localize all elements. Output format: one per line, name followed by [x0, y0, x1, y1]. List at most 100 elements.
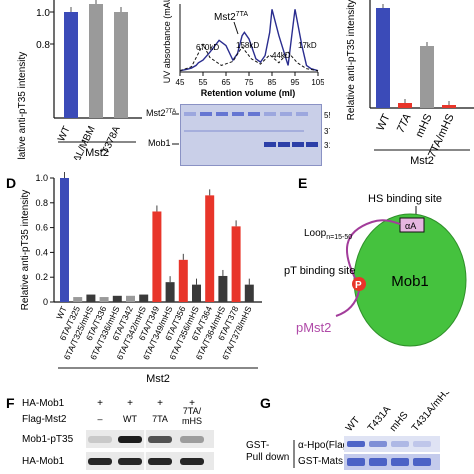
panel-f-row-ha-mob1: HA-Mob1: [22, 398, 65, 409]
panel-d-bar: [126, 295, 135, 302]
panel-f-mst2-value: –: [97, 414, 102, 424]
panel-f-mob1-band: [180, 458, 204, 465]
panel-d-bar: [205, 195, 215, 302]
panel-d-bar: [218, 275, 228, 302]
panel-c-cat-2: 7TA: [395, 112, 414, 135]
panel-a-bar: [64, 12, 78, 118]
panel-d-bars: [60, 172, 254, 302]
gel-band-mob1: [278, 142, 290, 147]
panel-g-col-t431a: T431A: [366, 404, 394, 434]
panel-d-bar: [99, 297, 109, 302]
panel-g-col-wt: WT: [344, 415, 362, 434]
panel-d-bar: [73, 297, 83, 302]
panel-d-chart: D Relative anti-pT35 intensity 1.0 0.8 0.6…: [6, 172, 262, 385]
panel-f-mst2-value: 7TA: [152, 414, 168, 424]
loop-curve: [345, 219, 401, 281]
gel-band-mst2: [216, 112, 228, 116]
panel-g-row-gst-mats: GST-Mats: [298, 456, 343, 467]
panel-f-mob1-band: [118, 458, 142, 465]
panel-c-bars: [376, 4, 456, 108]
panel-a-ytick-1: 1.0: [36, 8, 50, 19]
panel-b-xlabel: Retention volume (ml): [201, 88, 296, 98]
gel-label-mob1: Mob1: [148, 138, 171, 148]
panel-d-bar: [192, 284, 201, 302]
panel-d-bar: [178, 259, 188, 302]
panel-d-bar: [112, 295, 122, 302]
loop-label: Loopn=15-50: [304, 228, 352, 241]
panel-g-row-hpo: α-Hpo(Flag): [298, 440, 352, 451]
panel-label-f: F: [6, 395, 15, 411]
mst2-7ta-peak-label: Mst27TA: [214, 11, 248, 23]
panel-g-gst-band: [369, 458, 387, 466]
pmst2-tail: [335, 290, 360, 317]
panel-g-hpo-band: [347, 441, 365, 447]
panel-d-ytick: 0: [43, 297, 48, 307]
panel-label-g: G: [260, 395, 271, 411]
panel-c-bar: [376, 8, 390, 108]
peak-label-158kd: 158kD: [236, 41, 259, 50]
panel-a-ytick-2: 0.8: [36, 40, 50, 51]
panel-g-hpo-band: [391, 441, 409, 447]
panel-d-ytick: 0.6: [35, 223, 48, 233]
panel-f-mob1-value: +: [97, 398, 103, 409]
panel-c-bar: [398, 103, 412, 108]
panel-f-pt35-band: [148, 436, 172, 443]
panel-d-ylabel: Relative anti-pT35 intensity: [20, 190, 31, 311]
panel-g-hpo-band: [413, 441, 431, 447]
gel-band-mst2: [184, 112, 196, 116]
panel-c-cat-3: mHS: [414, 112, 435, 139]
gel-marker-55: 55: [324, 111, 330, 120]
panel-d-ytick: 0.4: [35, 247, 48, 257]
panel-c-bar: [420, 46, 434, 108]
panel-label-e: E: [298, 175, 307, 191]
panel-d-group: Mst2: [146, 373, 170, 385]
panel-f-row-flag-mst2: Flag-Mst2: [22, 414, 67, 425]
panel-b-gel-overlay: Mst27TA Mob1 55 37 31: [146, 108, 330, 150]
gel-band-mst2: [264, 112, 276, 116]
panel-f-row-mob1-pt35: Mob1-pT35: [22, 434, 74, 445]
panel-g-gst-band: [391, 458, 409, 466]
phospho-label: P: [355, 280, 362, 291]
panel-f-mob1-value: +: [189, 398, 195, 409]
pt-binding-site-label: pT binding site: [284, 265, 355, 277]
panel-f-pt35-band: [118, 436, 142, 443]
chromatogram-solid-trace: [179, 9, 319, 72]
panel-a-chart: Relative anti-pT35 intensity 1.0 0.8 WT …: [17, 0, 142, 160]
panel-d-ytick: 0.2: [35, 272, 48, 282]
hs-binding-site-label: HS binding site: [368, 193, 442, 205]
panel-c-cat-1: WT: [375, 112, 393, 133]
gel-marker-37: 37: [324, 127, 330, 136]
panel-d-ytick: 1.0: [35, 173, 48, 183]
panel-d-ytick: 0.8: [35, 198, 48, 208]
pmst2-label: pMst2: [296, 320, 331, 335]
panel-label-d: D: [6, 175, 16, 191]
gel-band-mst2: [296, 112, 308, 116]
panel-b-chromatogram: UV absorbance (mAU) 45 55 65 75 85 95 105 670k…: [162, 0, 324, 98]
gel-label-mst2: Mst27TA: [146, 108, 176, 118]
panel-g-side-1: GST-: [246, 440, 269, 451]
peak-label-670kd: 670kD: [196, 43, 219, 52]
gel-band-mst2: [200, 112, 212, 116]
peak-label-44kd: 44kD: [272, 51, 291, 60]
panel-f-mob1-value: +: [157, 398, 163, 409]
panel-b-xtick: 55: [199, 78, 208, 87]
panel-c-chart: Relative anti-pT35 intensity WT 7TA mHS …: [346, 0, 474, 167]
gel-band-mst2: [280, 112, 292, 116]
panel-d-bar: [60, 178, 69, 302]
panel-d-bar: [139, 294, 149, 302]
panel-e-diagram: E HS binding site αA Loopn=15-50 pT bind…: [284, 175, 467, 347]
chromatogram-standards-trace: [179, 43, 319, 72]
panel-b-ylabel: UV absorbance (mAU): [162, 0, 172, 83]
panel-c-bar: [442, 105, 456, 108]
panel-d-bar: [86, 294, 96, 302]
panel-g-gst-band: [413, 458, 431, 466]
panel-a-group: Mst2: [85, 147, 109, 159]
panel-g-blot: G WT T431A mHS T431A/mHS GST- Pull down …: [246, 392, 454, 470]
panel-f-mst2-value: 7TA/: [183, 406, 202, 416]
panel-f-mob1-value: +: [127, 398, 133, 409]
panel-b-xtick: 105: [311, 78, 324, 87]
panel-g-col-t431a-mhs: T431A/mHS: [410, 392, 454, 434]
gel-band-mst2: [232, 112, 244, 116]
alpha-a-helix: [399, 217, 425, 233]
gel-band-mst2: [248, 112, 260, 116]
